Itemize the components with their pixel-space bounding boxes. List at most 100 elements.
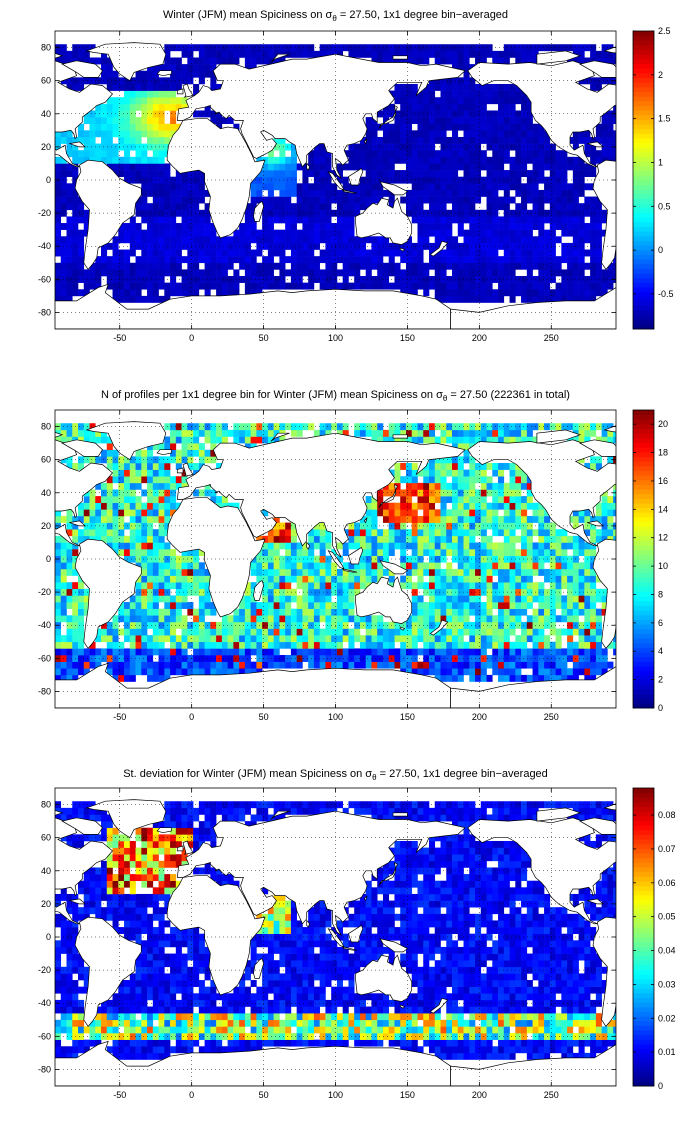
heatmap-cell [290,229,297,237]
colorbar-segment [633,58,654,64]
heatmap-cell [175,83,182,91]
heatmap-cell [354,568,361,576]
heatmap-cell [78,602,85,609]
heatmap-cell [405,509,413,517]
heatmap-cell [66,295,73,303]
heatmap-cell [216,668,223,676]
heatmap-cell [95,123,102,131]
heatmap-cell [285,555,292,563]
heatmap-cell [526,143,533,151]
heatmap-cell [584,295,591,303]
heatmap-cell [544,249,551,257]
heatmap-cell [124,535,131,543]
heatmap-cell [124,628,131,636]
heatmap-cell [302,602,309,609]
heatmap-cell [515,641,522,649]
heatmap-cell [60,203,67,211]
heatmap-cell [147,130,154,138]
heatmap-cell [342,562,349,570]
heatmap-cell [515,209,522,217]
heatmap-cell [72,170,79,177]
heatmap-cell [181,588,188,596]
heatmap-cell [377,269,384,277]
heatmap-cell [544,229,551,237]
heatmap-cell [452,515,459,523]
heatmap-cell [354,655,361,662]
heatmap-cell [141,602,148,609]
heatmap-cell [498,163,505,171]
heatmap-cell [578,549,585,556]
heatmap-cell [555,648,562,656]
heatmap-cell [452,295,459,303]
heatmap-cell [429,256,436,264]
colorbar-segment [633,86,654,92]
heatmap-cell [567,44,574,52]
heatmap-cell [486,203,493,211]
heatmap-cell [331,223,338,230]
heatmap-cell [411,648,418,656]
heatmap-cell [561,542,568,550]
heatmap-cell [273,615,280,623]
heatmap-cell [417,582,424,590]
heatmap-cell [181,44,188,52]
heatmap-cell [521,229,528,237]
heatmap-cell [486,535,493,543]
heatmap-cell [198,575,205,583]
heatmap-cell [469,562,476,570]
heatmap-cell [486,562,493,570]
heatmap-cell [325,562,332,570]
heatmap-cell [354,249,361,257]
heatmap-cell [198,568,205,576]
heatmap-cell [601,209,608,217]
heatmap-cell [555,655,562,662]
heatmap-cell [452,648,459,656]
heatmap-cell [457,156,464,164]
heatmap-cell [509,236,516,244]
heatmap-cell [170,203,177,211]
heatmap-cell [394,502,401,510]
heatmap-cell [434,621,441,629]
heatmap-cell [561,229,568,237]
heatmap-cell [446,156,453,164]
heatmap-cell [446,489,453,497]
heatmap-cell [532,123,539,131]
heatmap-cell [377,529,384,537]
heatmap-cell [549,262,556,270]
heatmap-cell [55,289,62,297]
heatmap-cell [595,150,602,158]
heatmap-cell [308,562,315,570]
heatmap-cell [95,77,102,85]
land-outline [253,200,264,222]
heatmap-cell [613,502,616,510]
heatmap-cell [561,555,568,563]
heatmap-cell [452,156,459,164]
heatmap-cell [434,209,441,217]
heatmap-cell [239,229,246,237]
colorbar-segment [633,207,654,213]
heatmap-cell [354,575,361,583]
heatmap-cell [204,103,211,111]
heatmap-cell [302,209,309,217]
heatmap-cell [486,522,493,530]
heatmap-cell [78,635,85,643]
heatmap-cell [112,515,119,523]
heatmap-cell [141,83,148,91]
heatmap-cell [503,489,510,497]
heatmap-cell [452,269,459,277]
heatmap-cell [273,655,280,662]
heatmap-cell [170,456,177,464]
heatmap-cell [388,529,395,537]
heatmap-cell [55,635,62,643]
heatmap-cell [492,595,499,603]
heatmap-cell [152,648,159,656]
heatmap-cell [331,269,338,277]
heatmap-cell [452,50,459,58]
heatmap-cell [429,489,436,497]
heatmap-cells [55,423,616,682]
heatmap-cell [469,602,476,609]
heatmap-cell [555,176,562,184]
heatmap-cell [181,77,188,85]
heatmap-cell [221,236,228,244]
heatmap-cell [250,209,257,217]
heatmap-cell [78,582,85,590]
